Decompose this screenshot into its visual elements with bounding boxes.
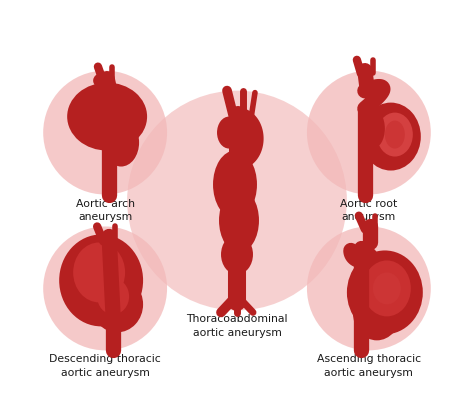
Text: Aortic arch
aneurysm: Aortic arch aneurysm xyxy=(76,198,135,222)
Ellipse shape xyxy=(353,284,401,340)
Ellipse shape xyxy=(59,235,143,326)
Ellipse shape xyxy=(93,73,113,89)
Ellipse shape xyxy=(347,251,423,334)
Ellipse shape xyxy=(377,113,413,156)
Ellipse shape xyxy=(385,121,405,148)
Ellipse shape xyxy=(363,260,411,316)
Ellipse shape xyxy=(217,117,241,148)
Ellipse shape xyxy=(213,150,257,219)
Ellipse shape xyxy=(97,278,129,314)
Circle shape xyxy=(307,227,431,350)
Circle shape xyxy=(43,227,167,350)
Ellipse shape xyxy=(91,276,143,332)
Ellipse shape xyxy=(227,111,251,135)
Text: Thoracoabdominal
aortic aneurysm: Thoracoabdominal aortic aneurysm xyxy=(186,314,288,338)
Text: Aortic root
aneurysm: Aortic root aneurysm xyxy=(340,198,398,222)
Ellipse shape xyxy=(373,272,401,304)
Ellipse shape xyxy=(221,235,253,274)
Ellipse shape xyxy=(361,109,385,148)
Circle shape xyxy=(127,91,347,310)
Circle shape xyxy=(43,71,167,194)
Ellipse shape xyxy=(73,243,125,302)
Ellipse shape xyxy=(361,103,421,170)
Circle shape xyxy=(307,71,431,194)
Text: Descending thoracic
aortic aneurysm: Descending thoracic aortic aneurysm xyxy=(49,354,161,378)
Ellipse shape xyxy=(103,119,139,166)
Ellipse shape xyxy=(67,83,147,150)
Text: Ascending thoracic
aortic aneurysm: Ascending thoracic aortic aneurysm xyxy=(317,354,421,378)
Ellipse shape xyxy=(219,188,259,253)
